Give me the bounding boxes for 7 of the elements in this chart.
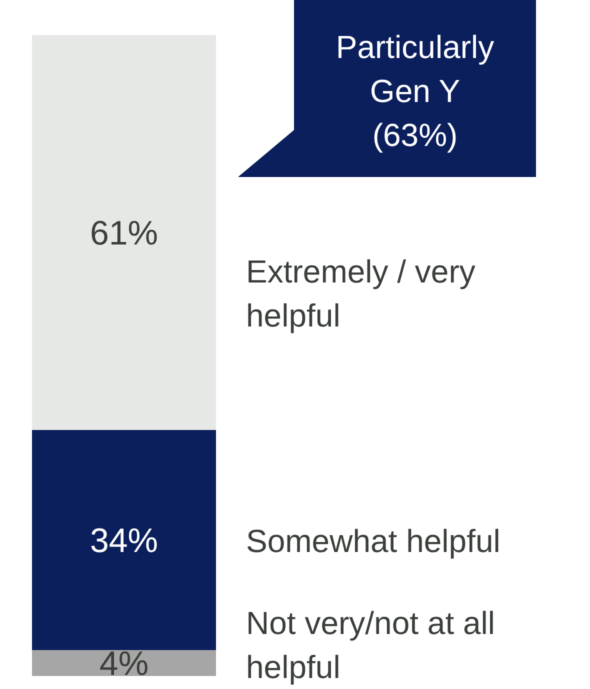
data-label: 34%	[90, 522, 158, 560]
data-label: 4%	[99, 645, 149, 684]
series-label: Extremely / very helpful	[246, 253, 476, 334]
text: Particularly Gen Y (63%)	[336, 29, 494, 153]
data-label: 61%	[90, 214, 158, 252]
series-label: Not very/not at all helpful	[246, 605, 495, 685]
series-label: Somewhat helpful	[246, 523, 500, 560]
